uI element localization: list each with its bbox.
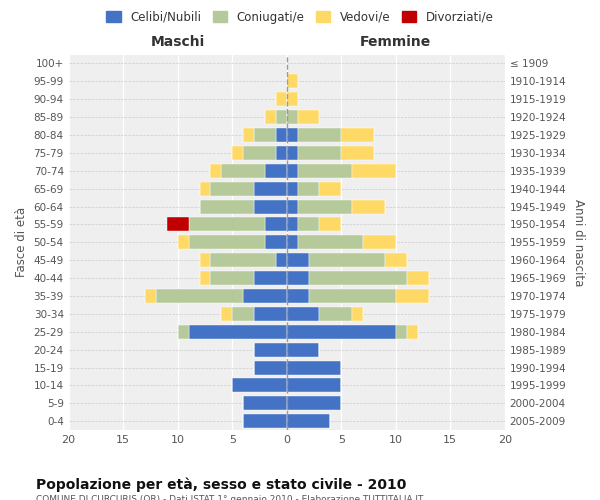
Bar bbox=[276, 110, 287, 124]
Bar bbox=[287, 146, 298, 160]
Bar bbox=[308, 271, 407, 285]
Bar bbox=[352, 307, 363, 321]
Bar bbox=[407, 271, 428, 285]
Bar bbox=[298, 146, 341, 160]
Bar bbox=[287, 378, 341, 392]
Bar bbox=[287, 414, 331, 428]
Bar bbox=[287, 128, 298, 142]
Bar bbox=[396, 325, 407, 338]
Bar bbox=[352, 164, 396, 177]
Bar bbox=[308, 289, 396, 303]
Y-axis label: Anni di nascita: Anni di nascita bbox=[572, 198, 585, 286]
Bar bbox=[298, 182, 319, 196]
Bar bbox=[298, 200, 352, 213]
Bar bbox=[188, 325, 287, 338]
Bar bbox=[211, 182, 254, 196]
Bar bbox=[200, 182, 211, 196]
Bar bbox=[221, 164, 265, 177]
Bar bbox=[287, 289, 308, 303]
Bar bbox=[200, 200, 254, 213]
Bar bbox=[254, 360, 287, 374]
Bar bbox=[287, 182, 298, 196]
Text: Femmine: Femmine bbox=[360, 35, 431, 49]
Bar bbox=[254, 271, 287, 285]
Text: Popolazione per età, sesso e stato civile - 2010: Popolazione per età, sesso e stato civil… bbox=[36, 478, 406, 492]
Bar bbox=[276, 253, 287, 267]
Bar bbox=[167, 218, 188, 232]
Bar bbox=[200, 253, 211, 267]
Bar bbox=[243, 396, 287, 410]
Bar bbox=[221, 307, 232, 321]
Bar bbox=[287, 236, 298, 250]
Bar bbox=[265, 236, 287, 250]
Bar bbox=[319, 307, 352, 321]
Bar bbox=[145, 289, 156, 303]
Bar bbox=[363, 236, 396, 250]
Legend: Celibi/Nubili, Coniugati/e, Vedovi/e, Divorziati/e: Celibi/Nubili, Coniugati/e, Vedovi/e, Di… bbox=[101, 6, 499, 28]
Bar bbox=[298, 164, 352, 177]
Bar bbox=[178, 325, 188, 338]
Bar bbox=[385, 253, 407, 267]
Bar bbox=[287, 396, 341, 410]
Bar bbox=[265, 218, 287, 232]
Bar bbox=[200, 271, 211, 285]
Bar bbox=[178, 236, 188, 250]
Bar bbox=[407, 325, 418, 338]
Bar bbox=[276, 92, 287, 106]
Bar bbox=[188, 218, 265, 232]
Bar bbox=[308, 253, 385, 267]
Text: Maschi: Maschi bbox=[151, 35, 205, 49]
Bar bbox=[265, 164, 287, 177]
Bar bbox=[254, 200, 287, 213]
Bar bbox=[211, 164, 221, 177]
Bar bbox=[287, 325, 396, 338]
Bar bbox=[254, 307, 287, 321]
Bar bbox=[232, 307, 254, 321]
Bar bbox=[232, 146, 243, 160]
Bar bbox=[232, 378, 287, 392]
Bar bbox=[287, 342, 319, 356]
Bar bbox=[254, 182, 287, 196]
Bar bbox=[287, 74, 298, 88]
Bar bbox=[287, 200, 298, 213]
Bar bbox=[298, 110, 319, 124]
Bar bbox=[287, 218, 298, 232]
Text: COMUNE DI CURCURIS (OR) - Dati ISTAT 1° gennaio 2010 - Elaborazione TUTTITALIA.I: COMUNE DI CURCURIS (OR) - Dati ISTAT 1° … bbox=[36, 495, 424, 500]
Bar bbox=[276, 146, 287, 160]
Bar bbox=[396, 289, 428, 303]
Bar bbox=[287, 360, 341, 374]
Bar bbox=[211, 271, 254, 285]
Bar bbox=[265, 110, 276, 124]
Bar bbox=[352, 200, 385, 213]
Bar bbox=[298, 218, 319, 232]
Bar bbox=[156, 289, 243, 303]
Bar bbox=[276, 128, 287, 142]
Bar bbox=[287, 271, 308, 285]
Bar bbox=[287, 307, 319, 321]
Bar bbox=[254, 128, 276, 142]
Bar bbox=[298, 128, 341, 142]
Bar bbox=[243, 289, 287, 303]
Bar bbox=[243, 146, 276, 160]
Bar bbox=[287, 253, 308, 267]
Y-axis label: Fasce di età: Fasce di età bbox=[15, 208, 28, 278]
Bar bbox=[243, 414, 287, 428]
Bar bbox=[287, 164, 298, 177]
Bar bbox=[243, 128, 254, 142]
Bar bbox=[287, 92, 298, 106]
Bar bbox=[298, 236, 363, 250]
Bar bbox=[287, 110, 298, 124]
Bar bbox=[254, 342, 287, 356]
Bar bbox=[188, 236, 265, 250]
Bar bbox=[341, 128, 374, 142]
Bar bbox=[319, 218, 341, 232]
Bar bbox=[319, 182, 341, 196]
Bar bbox=[211, 253, 276, 267]
Bar bbox=[341, 146, 374, 160]
